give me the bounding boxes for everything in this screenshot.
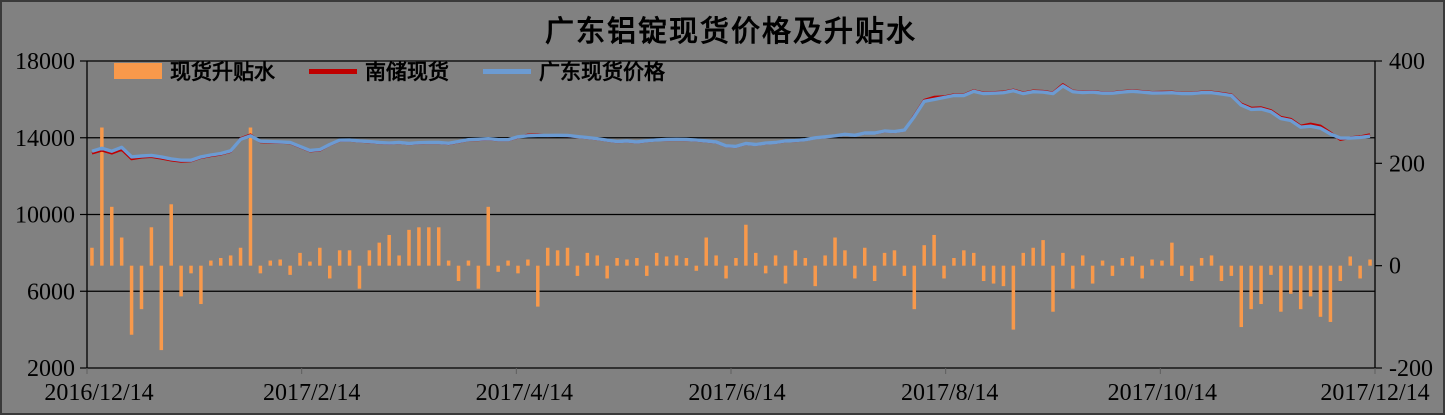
y-right-tick-label: 400	[1389, 49, 1425, 75]
legend-label-premium: 现货升贴水	[170, 60, 275, 84]
x-axis-date-label: 2017/8/14	[901, 380, 998, 406]
y-left-tick-label: 14000	[15, 126, 75, 152]
red-line-swatch-icon	[309, 68, 357, 74]
bar-series	[90, 127, 1372, 351]
x-axis-date-label: 2017/6/14	[688, 380, 785, 406]
x-axis-date-label: 2017/2/14	[263, 380, 360, 406]
axis-ticks	[80, 60, 1382, 374]
y-left-tick-label: 6000	[27, 279, 75, 305]
blue-line-swatch-icon	[483, 68, 531, 74]
gridlines	[86, 60, 1376, 369]
y-left-tick-label: 18000	[15, 49, 75, 75]
y-right-tick-label: 200	[1389, 151, 1425, 177]
y-right-tick-label: -200	[1389, 356, 1433, 382]
legend-label-guangdong: 广东现货价格	[539, 60, 665, 84]
chart-title: 广东铝锭现货价格及升贴水	[544, 14, 917, 48]
x-axis-date-label: 2016/12/14	[44, 380, 153, 406]
legend-item-premium: 现货升贴水	[114, 56, 275, 86]
y-left-tick-label: 10000	[15, 203, 75, 229]
blue-line-series	[91, 84, 1371, 162]
legend-label-nanchu: 南储现货	[365, 60, 449, 84]
x-axis-date-label: 2017/10/14	[1108, 380, 1217, 406]
chart-legend: 现货升贴水 南储现货 广东现货价格	[114, 58, 665, 84]
bar-swatch-icon	[114, 63, 162, 79]
red-line-series	[91, 83, 1371, 163]
x-axis-date-label: 2017/12/14	[1320, 380, 1429, 406]
y-left-tick-label: 2000	[27, 356, 75, 382]
x-axis-date-label: 2017/4/14	[476, 380, 573, 406]
legend-item-guangdong: 广东现货价格	[483, 56, 665, 86]
y-right-tick-label: 0	[1389, 254, 1401, 280]
legend-item-nanchu: 南储现货	[309, 56, 449, 86]
